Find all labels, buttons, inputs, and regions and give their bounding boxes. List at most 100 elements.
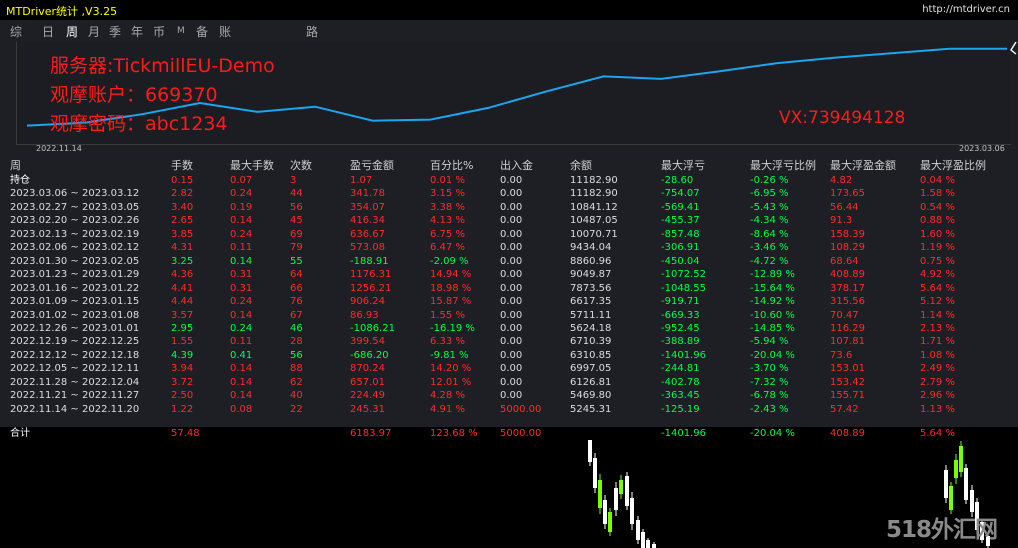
cell-1: 4.41	[171, 282, 194, 294]
cell-3: 88	[290, 363, 303, 375]
cell-3: 40	[290, 390, 303, 402]
cell-6: 0.00	[500, 363, 523, 375]
cell-9: -4.34 %	[750, 215, 789, 227]
tab-8[interactable]: 备	[196, 25, 209, 39]
cell-11: 4.92 %	[920, 269, 955, 281]
cell-8: -1048.55	[661, 282, 706, 294]
cell-4: 573.08	[350, 242, 385, 254]
cell-0: 周	[10, 159, 21, 172]
cell-6: 0.00	[500, 282, 523, 294]
cell-1: 57.48	[171, 428, 200, 439]
cell-10: 56.44	[830, 201, 859, 213]
cell-1: 3.85	[171, 228, 194, 240]
cell-8: -244.81	[661, 363, 700, 375]
cell-8: -569.41	[661, 201, 700, 213]
candle-body	[986, 536, 990, 546]
watermark: 518外汇网	[886, 517, 998, 543]
cell-10: 4.82	[830, 175, 853, 186]
cell-5: 0.01 %	[430, 175, 465, 186]
cell-2: 0.41	[230, 349, 253, 361]
cell-10: 408.89	[830, 269, 865, 281]
cell-2: 0.31	[230, 282, 253, 294]
cell-9: -5.43 %	[750, 201, 789, 213]
cell-9: -0.26 %	[750, 175, 789, 186]
cell-4: 245.31	[350, 403, 385, 415]
candle-body	[619, 480, 623, 494]
cell-0: 2022.12.05 ~ 2022.12.11	[10, 363, 140, 375]
cell-1: 3.40	[171, 201, 194, 213]
cell-11: 0.75 %	[920, 255, 955, 267]
cell-7: 11182.90	[570, 188, 618, 200]
cell-9: -10.60 %	[750, 309, 795, 321]
cell-8: 最大浮亏	[661, 159, 705, 172]
cell-0: 2023.01.09 ~ 2023.01.15	[10, 296, 140, 308]
tab-2[interactable]: 周	[66, 25, 79, 39]
cell-11: 1.19 %	[920, 242, 955, 254]
cell-5: 12.01 %	[430, 376, 472, 388]
chart-start-date: 2022.11.14	[36, 144, 82, 153]
candle-body	[630, 498, 634, 524]
cell-9: -12.89 %	[750, 269, 795, 281]
cell-3: 3	[290, 175, 297, 186]
cell-5: -16.19 %	[430, 322, 475, 334]
cell-0: 2023.01.02 ~ 2023.01.08	[10, 309, 140, 321]
cell-5: 14.94 %	[430, 269, 472, 281]
cell-11: 1.13 %	[920, 403, 955, 415]
cell-6: 0.00	[500, 255, 523, 267]
cell-4: 1176.31	[350, 269, 392, 281]
cell-0: 2023.02.13 ~ 2023.02.19	[10, 228, 140, 240]
cell-2: 0.31	[230, 269, 253, 281]
cell-5: 15.87 %	[430, 296, 472, 308]
cell-7: 7873.56	[570, 282, 612, 294]
cell-8: -363.45	[661, 390, 700, 402]
cell-8: -952.45	[661, 322, 700, 334]
cell-7: 6617.35	[570, 296, 612, 308]
tab-0[interactable]: 综	[10, 25, 23, 39]
cell-10: 153.42	[830, 376, 865, 388]
tab-6[interactable]: 币	[153, 25, 166, 39]
table-row: 2022.11.21 ~ 2022.11.27 2.50 0.14 40 224.49 4…	[0, 389, 1018, 402]
cell-5: -2.09 %	[430, 255, 469, 267]
cell-2: 最大手数	[230, 159, 274, 172]
cell-1: 1.55	[171, 336, 194, 348]
cell-9: -15.64 %	[750, 282, 795, 294]
tab-5[interactable]: 年	[131, 25, 144, 39]
cell-0: 2022.11.21 ~ 2022.11.27	[10, 390, 140, 402]
cell-0: 2022.12.26 ~ 2023.01.01	[10, 322, 140, 334]
cell-7: 6310.85	[570, 349, 612, 361]
table-row: 2023.02.13 ~ 2023.02.19 3.85 0.24 69 636.67 6…	[0, 228, 1018, 241]
cell-1: 4.31	[171, 242, 194, 254]
table-row: 2023.03.06 ~ 2023.03.12 2.82 0.24 44 341.78 3…	[0, 187, 1018, 200]
cell-3: 67	[290, 309, 303, 321]
candle-body	[975, 502, 979, 530]
candle-body	[959, 446, 963, 472]
cell-4: 354.07	[350, 201, 385, 213]
cell-8: -306.91	[661, 242, 700, 254]
cell-6: 0.00	[500, 309, 523, 321]
cell-10: 315.56	[830, 296, 865, 308]
cell-9: -7.32 %	[750, 376, 789, 388]
cell-8: -28.60	[661, 175, 694, 186]
cell-8: -455.37	[661, 215, 700, 227]
cell-4: 224.49	[350, 390, 385, 402]
cell-1: 3.94	[171, 363, 194, 375]
cell-5: 123.68 %	[430, 428, 478, 439]
tab-7[interactable]: M	[177, 26, 185, 36]
cell-2: 0.14	[230, 376, 253, 388]
cell-11: 2.49 %	[920, 363, 955, 375]
website-link[interactable]: http://mtdriver.cn	[922, 4, 1010, 15]
tab-1[interactable]: 日	[42, 25, 55, 39]
cell-5: 6.47 %	[430, 242, 465, 254]
cell-4: -188.91	[350, 255, 389, 267]
cell-3: 次数	[290, 159, 312, 172]
tab-4[interactable]: 季	[109, 25, 122, 39]
cell-9: -2.43 %	[750, 403, 789, 415]
cell-4: 906.24	[350, 296, 385, 308]
cell-8: -754.07	[661, 188, 700, 200]
cell-6: 0.00	[500, 201, 523, 213]
candle-body	[954, 460, 958, 478]
cell-5: -9.81 %	[430, 349, 469, 361]
cell-6: 0.00	[500, 188, 523, 200]
tab-3[interactable]: 月	[88, 25, 101, 39]
scroll-handle-icon[interactable]	[1010, 42, 1018, 62]
